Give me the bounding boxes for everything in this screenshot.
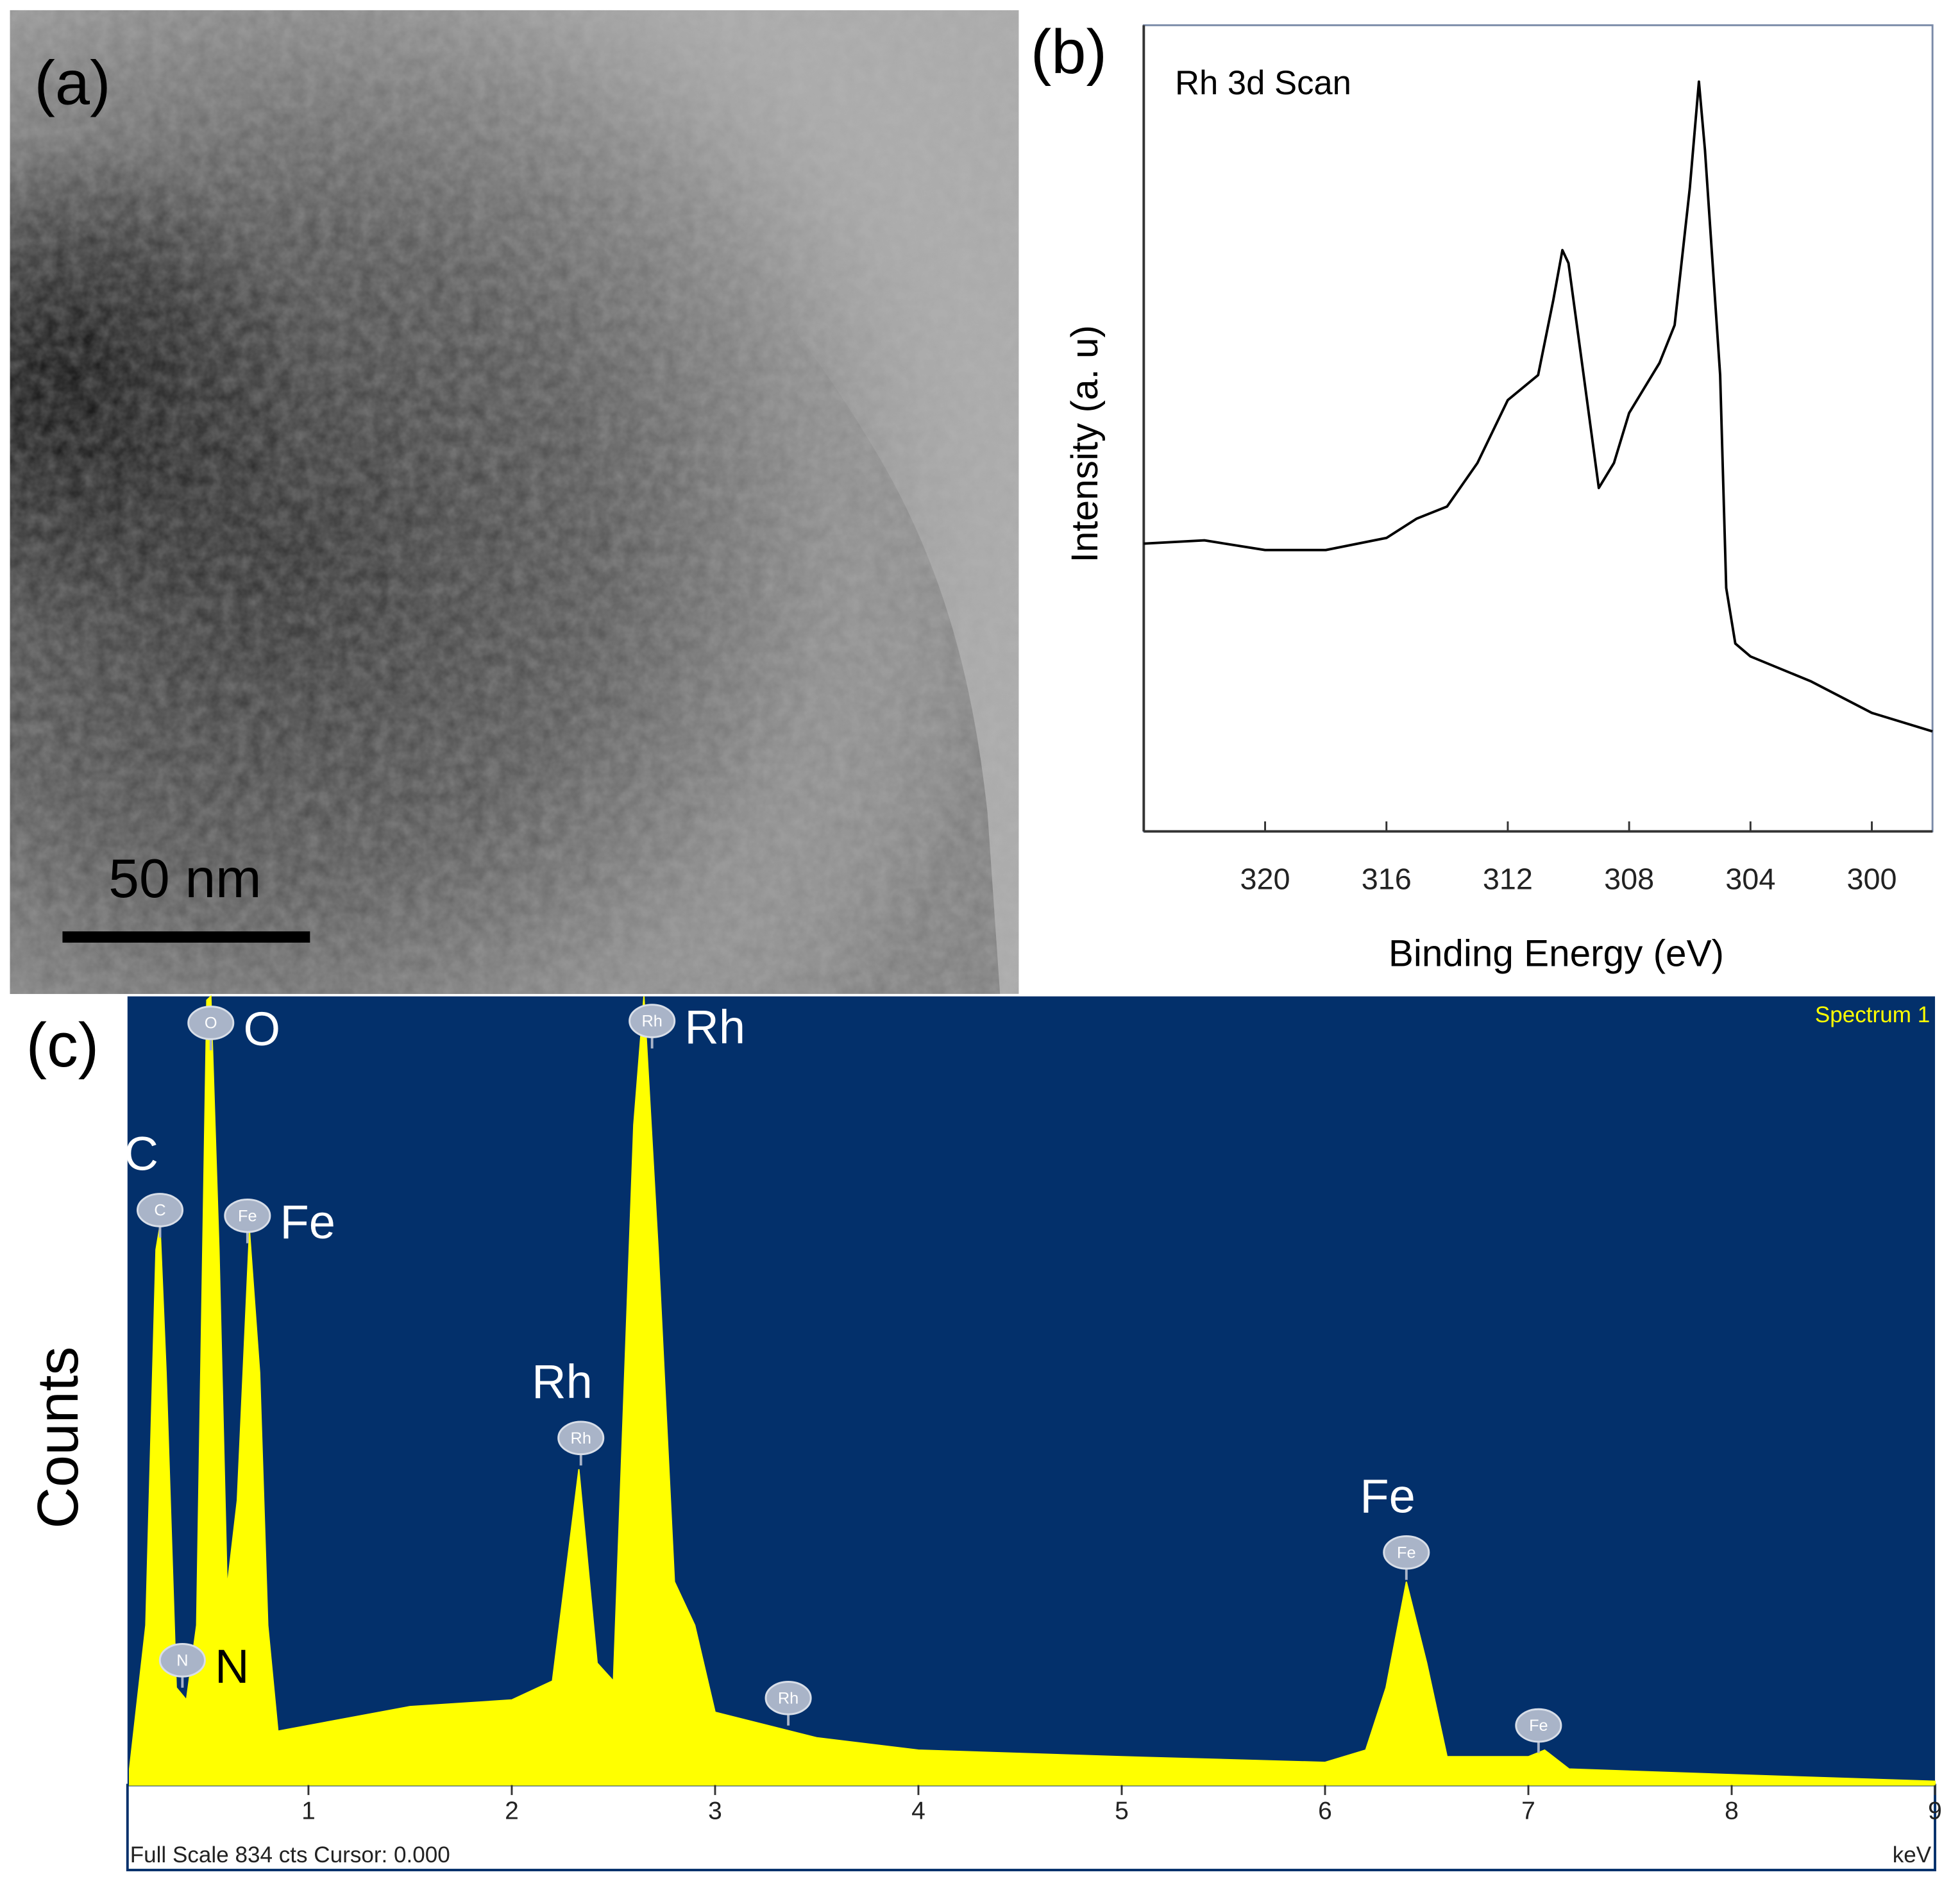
peak-marker — [765, 1681, 812, 1715]
peak-marker-text: Rh — [778, 1689, 798, 1707]
y-axis-label: Counts — [26, 1347, 90, 1529]
x-tick-label: 300 — [1847, 863, 1897, 896]
peak-marker-text: Rh — [571, 1429, 591, 1447]
xps-frame — [1142, 24, 1934, 832]
x-tick-label: 3 — [708, 1798, 722, 1825]
peak-marker-text: C — [154, 1202, 165, 1220]
panel-label: (a) — [34, 48, 110, 118]
x-tick-label: 304 — [1725, 863, 1775, 896]
x-axis-label: Binding Energy (eV) — [1389, 933, 1724, 975]
peak-marker — [557, 1420, 605, 1456]
xps-chart: 320 316 312 308 304 300 — [1144, 80, 1933, 896]
micrograph-grain — [10, 10, 1019, 994]
x-tick-label: 5 — [1115, 1798, 1129, 1825]
x-axis-unit: keV — [1893, 1842, 1932, 1867]
peak-marker-text: Fe — [238, 1207, 257, 1225]
peak-marker — [187, 1006, 235, 1040]
peak-marker — [158, 1643, 206, 1678]
y-axis-label: Intensity (a. u) — [1064, 325, 1106, 562]
peak-marker — [136, 1193, 184, 1227]
x-tick-label: 7 — [1521, 1798, 1535, 1825]
spectrum-label: Spectrum 1 — [1815, 1002, 1930, 1027]
scale-bar-label: 50 nm — [108, 848, 261, 909]
x-tick-label: 6 — [1318, 1798, 1332, 1825]
x-tick-label: 316 — [1362, 863, 1412, 896]
peak-marker — [224, 1198, 271, 1233]
peak-label: O — [243, 1002, 280, 1056]
x-tick-label: 1 — [301, 1798, 316, 1825]
peak-marker — [1383, 1535, 1430, 1570]
x-tick-label: 308 — [1604, 863, 1654, 896]
eds-chart: Spectrum 1 C C O O Fe Fe N N Rh Rh Rh Rh Rh Fe Fe Fe 1 2 3 4… — [124, 995, 1942, 1825]
micrograph-panel: (a) 50 nm — [10, 10, 1019, 994]
scale-bar — [62, 931, 310, 943]
x-tick-label: 9 — [1928, 1798, 1942, 1825]
peak-marker — [629, 1004, 676, 1038]
plot-background — [127, 996, 1936, 1785]
peak-marker-text: Fe — [1397, 1544, 1416, 1562]
eds-footer-box — [126, 1783, 1936, 1871]
x-tick-label: 4 — [911, 1798, 925, 1825]
peak-label: N — [215, 1640, 249, 1693]
peak-label: Rh — [684, 1000, 745, 1054]
x-tick-label: 8 — [1725, 1798, 1739, 1825]
peak-label: Fe — [280, 1195, 335, 1249]
chart-title: Rh 3d Scan — [1175, 64, 1351, 102]
peak-label: Fe — [1360, 1469, 1415, 1522]
peak-marker — [1515, 1708, 1562, 1743]
peak-marker-text: Fe — [1529, 1717, 1548, 1735]
peak-label: C — [124, 1127, 158, 1181]
x-tick-label: 2 — [505, 1798, 519, 1825]
panel-label: (b) — [1031, 17, 1107, 87]
peak-marker-text: Rh — [641, 1013, 662, 1031]
spectrum-line — [1144, 80, 1933, 733]
x-tick-label: 312 — [1483, 863, 1533, 896]
peak-label: Rh — [532, 1355, 593, 1408]
panel-label: (c) — [26, 1010, 99, 1080]
peak-marker-text: N — [176, 1651, 188, 1669]
x-tick-label: 320 — [1240, 863, 1290, 896]
peak-marker-text: O — [205, 1015, 217, 1032]
eds-footer: Full Scale 834 cts Cursor: 0.000 — [130, 1842, 450, 1867]
